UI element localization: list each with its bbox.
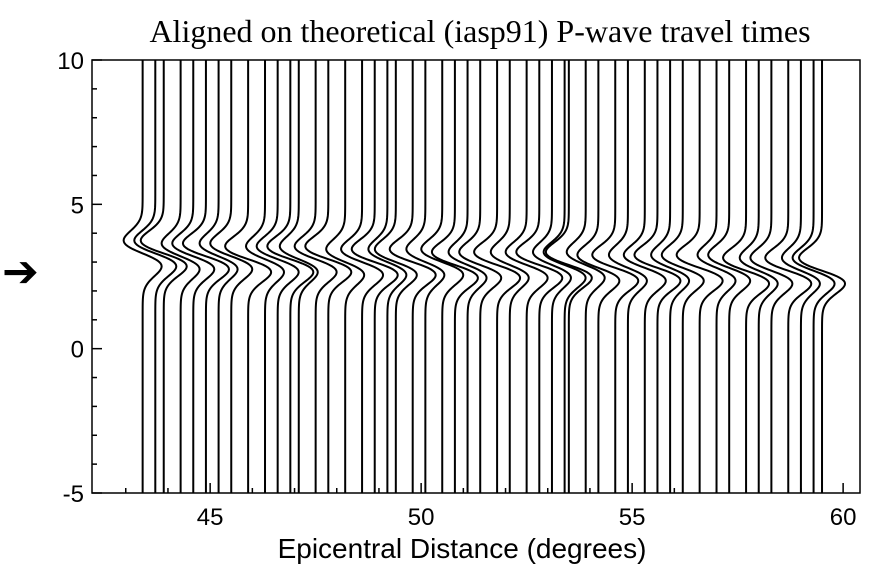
- seismogram-trace: [749, 60, 794, 493]
- seismogram-trace: [160, 60, 201, 493]
- seismogram-trace: [278, 60, 319, 493]
- x-axis-label: Epicentral Distance (degrees): [278, 533, 647, 564]
- seismogram-trace: [133, 60, 178, 493]
- seismogram-trace: [447, 60, 488, 493]
- seismogram-trace: [504, 60, 549, 493]
- seismogram-trace: [458, 60, 503, 493]
- plot-frame: [91, 59, 861, 494]
- seismogram-trace: [696, 60, 737, 493]
- seismogram-trace: [325, 60, 366, 493]
- arrow-icon: ➔: [2, 247, 39, 298]
- seismogram-trace: [171, 60, 216, 493]
- axis-ticks: [92, 59, 844, 494]
- x-tick-label: 55: [619, 504, 646, 531]
- seismogram-trace: [255, 60, 300, 493]
- seismogram-trace: [565, 60, 606, 493]
- x-tick-label: 50: [408, 504, 435, 531]
- seismogram-traces: [122, 60, 847, 493]
- y-tick-label: 10: [57, 48, 84, 75]
- seismogram-trace: [722, 60, 771, 493]
- seismogram-trace: [405, 60, 446, 493]
- seismogram-trace: [209, 60, 254, 493]
- y-tick-label: 0: [71, 337, 84, 364]
- seismogram-trace: [181, 60, 230, 493]
- seismogram-trace: [244, 60, 286, 493]
- seismogram-trace: [350, 60, 399, 493]
- seismogram-trace: [122, 60, 163, 493]
- seismogram-trace: [542, 60, 587, 493]
- seismogram-trace: [139, 60, 188, 493]
- seismogram-trace: [738, 60, 779, 493]
- seismogram-trace: [531, 60, 572, 493]
- x-axis-ticks: 45 50 55 60: [197, 504, 857, 531]
- seismogram-trace: [340, 60, 385, 493]
- chart-title: Aligned on theoretical (iasp91) P-wave t…: [149, 13, 810, 49]
- seismogram-trace: [420, 60, 465, 493]
- seismogram-trace: [544, 60, 593, 493]
- seismogram-trace: [266, 60, 315, 493]
- seismogram-trace: [675, 60, 724, 493]
- seismogram-trace: [489, 60, 530, 493]
- seismogram-trace: [660, 60, 705, 493]
- seismogram-trace: [607, 60, 648, 493]
- seismogram-trace: [650, 60, 691, 493]
- seismogram-trace: [707, 60, 752, 493]
- x-tick-label: 45: [197, 504, 224, 531]
- seismogram-trace: [293, 60, 338, 493]
- seismogram-trace: [591, 60, 640, 493]
- y-axis-ticks: 10 5 0 -5: [57, 48, 84, 508]
- seismogram-trace: [576, 60, 621, 493]
- seismogram-trace: [388, 60, 437, 493]
- seismogram-trace: [515, 60, 564, 493]
- seismogram-trace: [791, 60, 836, 493]
- y-tick-label: -5: [63, 481, 84, 508]
- seismogram-trace: [430, 60, 479, 493]
- seismogram-trace: [780, 60, 821, 493]
- seismogram-trace: [622, 60, 667, 493]
- seismogram-trace: [198, 60, 239, 493]
- y-tick-label: 5: [71, 192, 84, 219]
- seismogram-trace: [473, 60, 522, 493]
- seismogram-trace: [304, 60, 353, 493]
- x-tick-label: 60: [830, 504, 857, 531]
- seismogram-trace: [373, 60, 418, 493]
- seismogram-trace: [798, 60, 847, 493]
- seismogram-trace: [224, 60, 273, 493]
- seismogram-trace: [633, 60, 682, 493]
- seismogram-trace: [367, 60, 408, 493]
- seismogram-trace: [764, 60, 813, 493]
